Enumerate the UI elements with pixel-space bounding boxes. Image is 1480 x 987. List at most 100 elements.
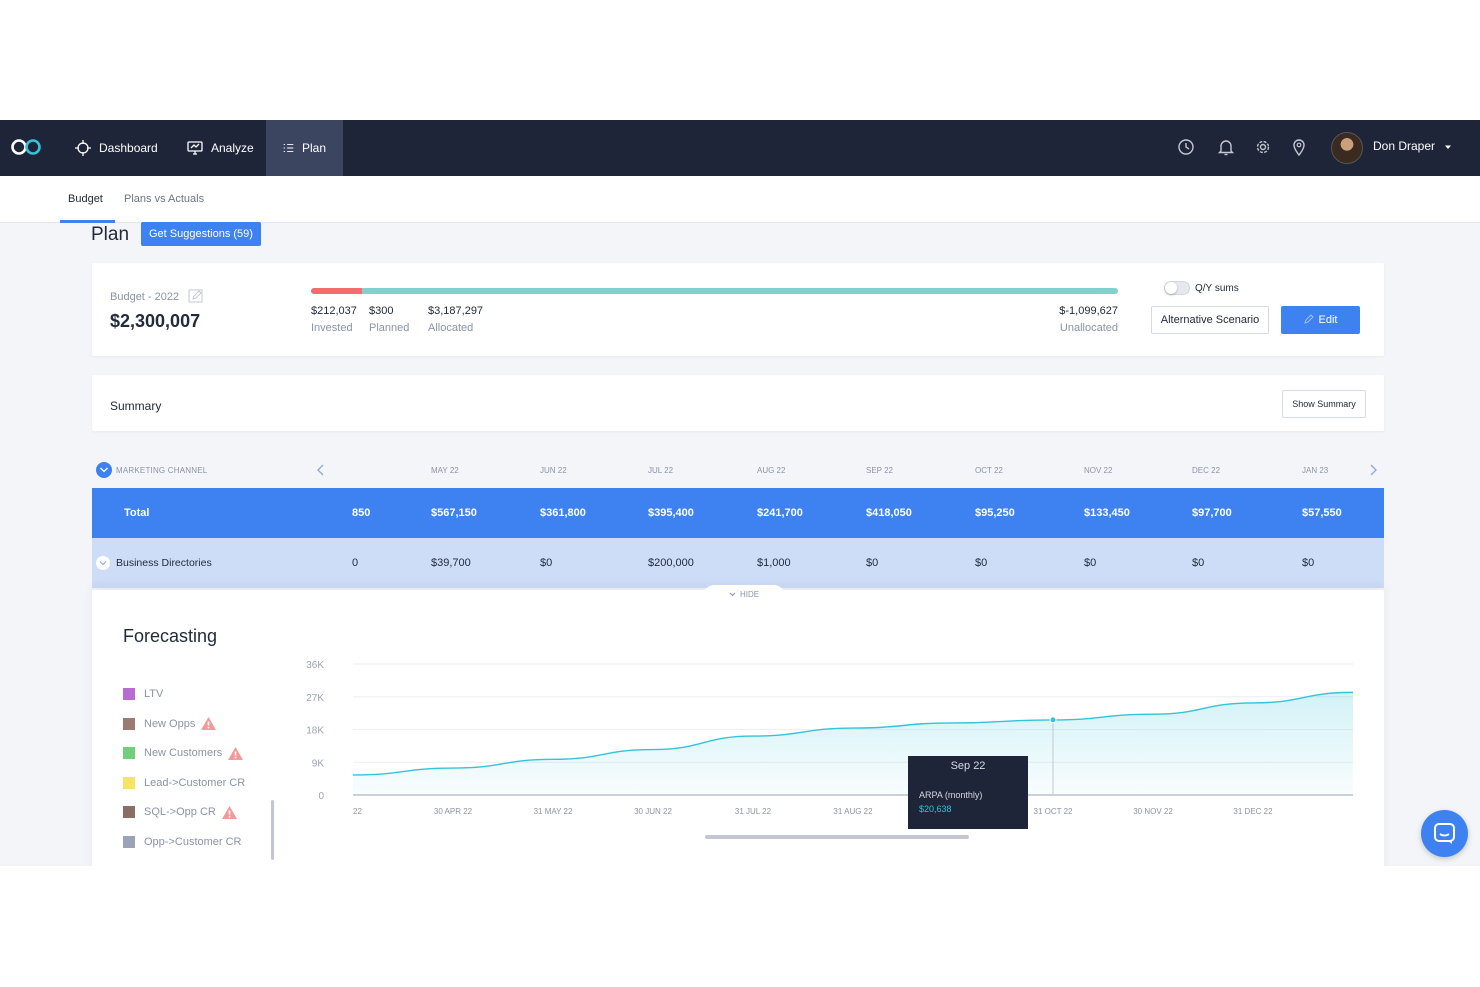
chevron-left-icon[interactable] xyxy=(315,463,327,477)
tooltip-title: Sep 22 xyxy=(950,760,986,772)
edit-button[interactable]: Edit xyxy=(1281,306,1360,334)
legend-item[interactable]: SQL->Opp CR xyxy=(123,805,238,819)
legend-item[interactable]: New Opps xyxy=(123,717,217,731)
show-summary-button[interactable]: Show Summary xyxy=(1282,390,1366,418)
tab-budget[interactable]: Budget xyxy=(68,193,103,205)
y-tick-label: 18K xyxy=(306,726,324,737)
table-cell: $567,150 xyxy=(431,507,477,519)
x-tick-label: 31 MAY 22 xyxy=(534,807,573,816)
marketing-channel-header: MARKETING CHANNEL xyxy=(116,466,208,475)
legend-item[interactable]: Lead->Customer CR xyxy=(123,776,245,790)
chat-icon xyxy=(1434,823,1455,844)
y-tick-label: 9K xyxy=(312,758,325,769)
caret-down-icon[interactable] xyxy=(1443,142,1453,152)
legend-item[interactable]: Opp->Customer CR xyxy=(123,835,242,849)
legend-swatch xyxy=(123,835,135,848)
table-cell: 850 xyxy=(352,507,371,519)
table-cell: $418,050 xyxy=(866,507,912,519)
nav-plan[interactable]: Plan xyxy=(266,120,343,176)
legend-label: New Opps xyxy=(144,717,196,730)
legend-label: New Customers xyxy=(144,747,223,759)
nav-dashboard[interactable]: Dashboard xyxy=(64,120,169,176)
chevron-down-icon xyxy=(100,467,108,473)
planned-label: Planned xyxy=(369,322,410,334)
warning-icon xyxy=(228,746,244,760)
legend-item[interactable]: LTV xyxy=(123,687,163,701)
unallocated-label: Unallocated xyxy=(1059,322,1118,334)
stat-invested: $212,037 Invested xyxy=(311,305,357,334)
edit-button-label: Edit xyxy=(1318,314,1338,326)
table-cell: $361,800 xyxy=(540,507,586,519)
chart-tooltip: Sep 22 ARPA (monthly) $20,638 xyxy=(908,756,1028,829)
month-header: JUN 22 xyxy=(540,466,567,475)
expand-all-toggle[interactable] xyxy=(96,462,112,478)
chevron-right-icon[interactable] xyxy=(1367,463,1379,477)
qy-sums-label: Q/Y sums xyxy=(1195,283,1239,294)
table-cell: $0 xyxy=(1084,557,1097,569)
nav-dashboard-label: Dashboard xyxy=(99,141,158,155)
tooltip-value: $20,638 xyxy=(919,804,952,814)
app-frame: Dashboard Analyze Plan Don Draper Budget… xyxy=(0,120,1480,866)
user-name[interactable]: Don Draper xyxy=(1373,139,1436,153)
chat-button[interactable] xyxy=(1421,810,1468,857)
location-pin-icon[interactable] xyxy=(1289,137,1309,157)
x-tick-label: 30 JUN 22 xyxy=(634,807,672,816)
invested-value: $212,037 xyxy=(311,305,357,317)
y-tick-label: 0 xyxy=(318,791,324,802)
month-header: SEP 22 xyxy=(866,466,893,475)
legend-scrollbar[interactable] xyxy=(271,800,274,860)
table-cell: $0 xyxy=(975,557,988,569)
table-cell: $395,400 xyxy=(648,507,694,519)
monitor-chart-icon xyxy=(187,141,203,155)
chevron-down-icon xyxy=(99,561,107,566)
row-label: Total xyxy=(124,507,150,519)
table-cell: $1,000 xyxy=(757,557,791,569)
qy-sums-toggle[interactable] xyxy=(1164,281,1190,295)
get-suggestions-button[interactable]: Get Suggestions (59) xyxy=(141,222,261,246)
month-header: NOV 22 xyxy=(1084,466,1113,475)
table-cell: $97,700 xyxy=(1192,507,1232,519)
app-logo-icon[interactable] xyxy=(10,136,42,158)
table-cell: $200,000 xyxy=(648,557,694,569)
chart-horizontal-scrollbar[interactable] xyxy=(705,835,969,839)
table-cell: $0 xyxy=(866,557,879,569)
y-tick-label: 36K xyxy=(306,660,324,671)
gear-icon[interactable] xyxy=(1253,137,1273,157)
planned-value: $300 xyxy=(369,305,394,317)
table-cell: $95,250 xyxy=(975,507,1015,519)
legend-item[interactable]: New Customers xyxy=(123,746,244,760)
alternative-scenario-button[interactable]: Alternative Scenario xyxy=(1151,306,1269,334)
page-title: Plan xyxy=(91,224,130,245)
nav-plan-label: Plan xyxy=(301,141,326,155)
nav-analyze[interactable]: Analyze xyxy=(176,120,265,176)
stat-unallocated: $-1,099,627 Unallocated xyxy=(1056,305,1118,334)
highlight-point xyxy=(1049,716,1057,724)
budget-card: Budget - 2022 $2,300,007 $212,037 Invest… xyxy=(92,263,1384,356)
bell-icon[interactable] xyxy=(1216,137,1236,157)
month-header: AUG 22 xyxy=(757,466,786,475)
hide-forecast-toggle[interactable]: HIDE xyxy=(704,585,784,605)
month-header: MAY 22 xyxy=(431,466,459,475)
legend-label: Opp->Customer CR xyxy=(144,835,242,848)
top-navbar: Dashboard Analyze Plan Don Draper xyxy=(0,120,1480,176)
budget-amount: $2,300,007 xyxy=(110,311,201,331)
active-tab-indicator xyxy=(60,220,115,223)
unallocated-value: $-1,099,627 xyxy=(1059,305,1118,317)
tab-plans-vs-actuals[interactable]: Plans vs Actuals xyxy=(124,193,205,205)
x-tick-label: 31 JUL 22 xyxy=(735,807,772,816)
legend-label: SQL->Opp CR xyxy=(144,806,216,818)
edit-pencil-icon[interactable] xyxy=(188,289,204,303)
month-header: JAN 23 xyxy=(1302,466,1329,475)
series-line xyxy=(352,691,1354,776)
x-tick-label: 31 DEC 22 xyxy=(1233,807,1273,816)
row-expand-toggle[interactable] xyxy=(96,556,110,570)
table-row-total[interactable]: Total 850 $567,150 $361,800 $395,400 $24… xyxy=(92,488,1384,538)
forecasting-title: Forecasting xyxy=(123,626,218,646)
history-clock-icon[interactable] xyxy=(1176,137,1196,157)
legend-swatch xyxy=(123,806,135,818)
table-row-business-directories[interactable]: Business Directories 0 $39,700 $0 $200,0… xyxy=(92,538,1384,588)
avatar[interactable] xyxy=(1331,132,1363,164)
month-header: JUL 22 xyxy=(648,466,674,475)
x-tick-label: 31 AUG 22 xyxy=(833,807,873,816)
invested-label: Invested xyxy=(311,322,353,334)
